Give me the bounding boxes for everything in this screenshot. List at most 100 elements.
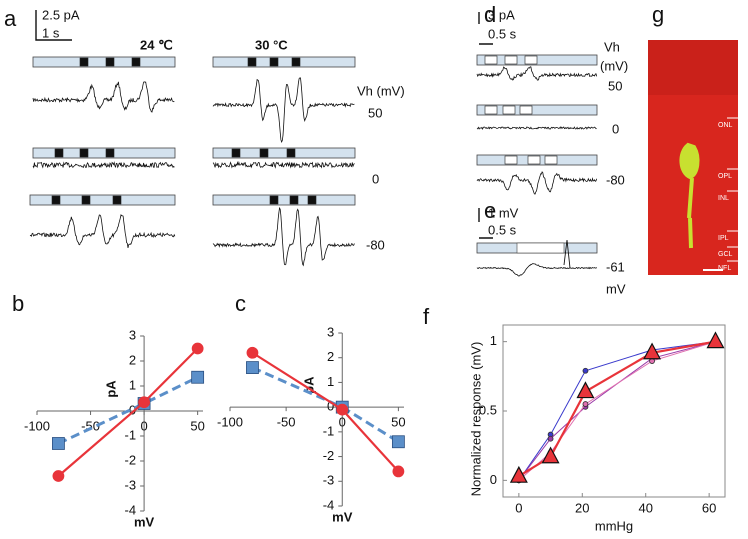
vh-label: Vh (mV) [357,83,405,98]
temperature: 24 ℃ [140,37,173,52]
panel-label: f [423,304,430,329]
point [246,346,259,359]
scale-label: 1 mV [488,205,519,220]
stimulus-bar [476,104,598,116]
y-tick-label: 2 [129,352,136,367]
panel-label: d [484,2,496,27]
trace [563,239,571,269]
stimulus [286,148,296,158]
y-tick-label: 0 [327,399,334,414]
stimulus [291,57,301,67]
scale-bar [478,208,493,239]
x-tick-label: 0 [515,500,522,515]
panel-label: e [484,198,496,223]
stimulus [112,195,122,205]
vh-value: 50 [608,78,622,93]
point [336,403,349,416]
stimulus [516,242,565,254]
y-tick-label: 0.5 [479,402,497,417]
x-tick-label: 0 [339,415,346,430]
x-tick-label: -50 [277,415,296,430]
stimulus [504,155,518,165]
stimulus [231,148,241,158]
trace [29,214,176,248]
y-tick-label: 1 [490,333,497,348]
stimulus-bar [212,194,356,206]
vh-value: 50 [368,105,382,120]
stimulus [307,195,317,205]
y-tick-label: -2 [125,452,137,467]
stimulus-bar [32,147,176,159]
x-tick-label: 0 [140,418,147,433]
y-tick-label: -1 [323,423,335,438]
layout: a 2.5 pA 1 s 24 ℃ 30 °C Vh (mV) 50 0 -80… [4,2,738,296]
stimulus [54,148,64,158]
stimulus [131,57,141,67]
x-tick-label: 40 [638,500,652,515]
point [138,396,150,409]
y-tick-label: 0 [129,402,136,417]
point [391,435,405,449]
potential: -61 [606,259,625,274]
point [547,435,554,442]
stimulus [259,148,269,158]
x-tick-label: 60 [702,500,716,515]
y-tick-label: -3 [125,477,137,492]
layer-label: IPL [718,235,729,242]
scale-bar [35,10,72,41]
stimulus [269,195,279,205]
y-axis-label: Normalized response (mV) [468,342,483,497]
panel-label: b [12,291,24,316]
trace [212,160,355,169]
y-tick-label: 1 [327,374,334,389]
stimulus [524,55,538,65]
point [52,470,65,482]
stimulus-bar [32,56,176,68]
stimulus-bar [29,194,176,206]
scale-label: 0.5 s [488,222,517,237]
stimulus [519,105,533,115]
y-tick-label: 2 [327,349,334,364]
scale-label: 1 s [42,25,60,40]
stimulus [504,55,518,65]
layer-label: INL [718,195,729,202]
stimulus [544,155,558,165]
stimulus [105,57,115,67]
plot-frame [502,324,726,498]
vh-label: Vh [604,39,620,54]
micrograph-layer [648,40,738,95]
stimulus [81,195,91,205]
y-tick-label: -2 [323,448,335,463]
trace [476,126,597,130]
trace [476,263,598,277]
y-axis-label: pA [104,380,119,398]
stimulus [289,195,299,205]
stimulus [79,57,89,67]
stimulus [502,105,516,115]
x-axis-label: mV [332,509,353,524]
y-tick-label: 3 [129,327,136,342]
point [191,370,205,384]
panel-label: g [652,2,664,27]
y-tick-label: -3 [323,473,335,488]
x-tick-label: -100 [24,418,50,433]
x-tick-label: 50 [190,418,204,433]
vh-value: -80 [606,172,625,187]
stimulus-bar [212,56,356,68]
point [576,381,595,399]
x-axis-label: mmHg [595,518,633,533]
layer-label: GCL [718,251,733,258]
potential-unit: mV [606,281,626,296]
trace [476,66,598,81]
panel-label: c [235,291,246,316]
scale-bar [478,12,493,45]
point [706,331,725,349]
trace [476,171,598,195]
point [246,361,259,375]
point [582,401,589,407]
trace [212,206,355,267]
y-tick-label: 0 [490,472,497,487]
panel-label: a [4,6,17,31]
point [392,465,405,478]
